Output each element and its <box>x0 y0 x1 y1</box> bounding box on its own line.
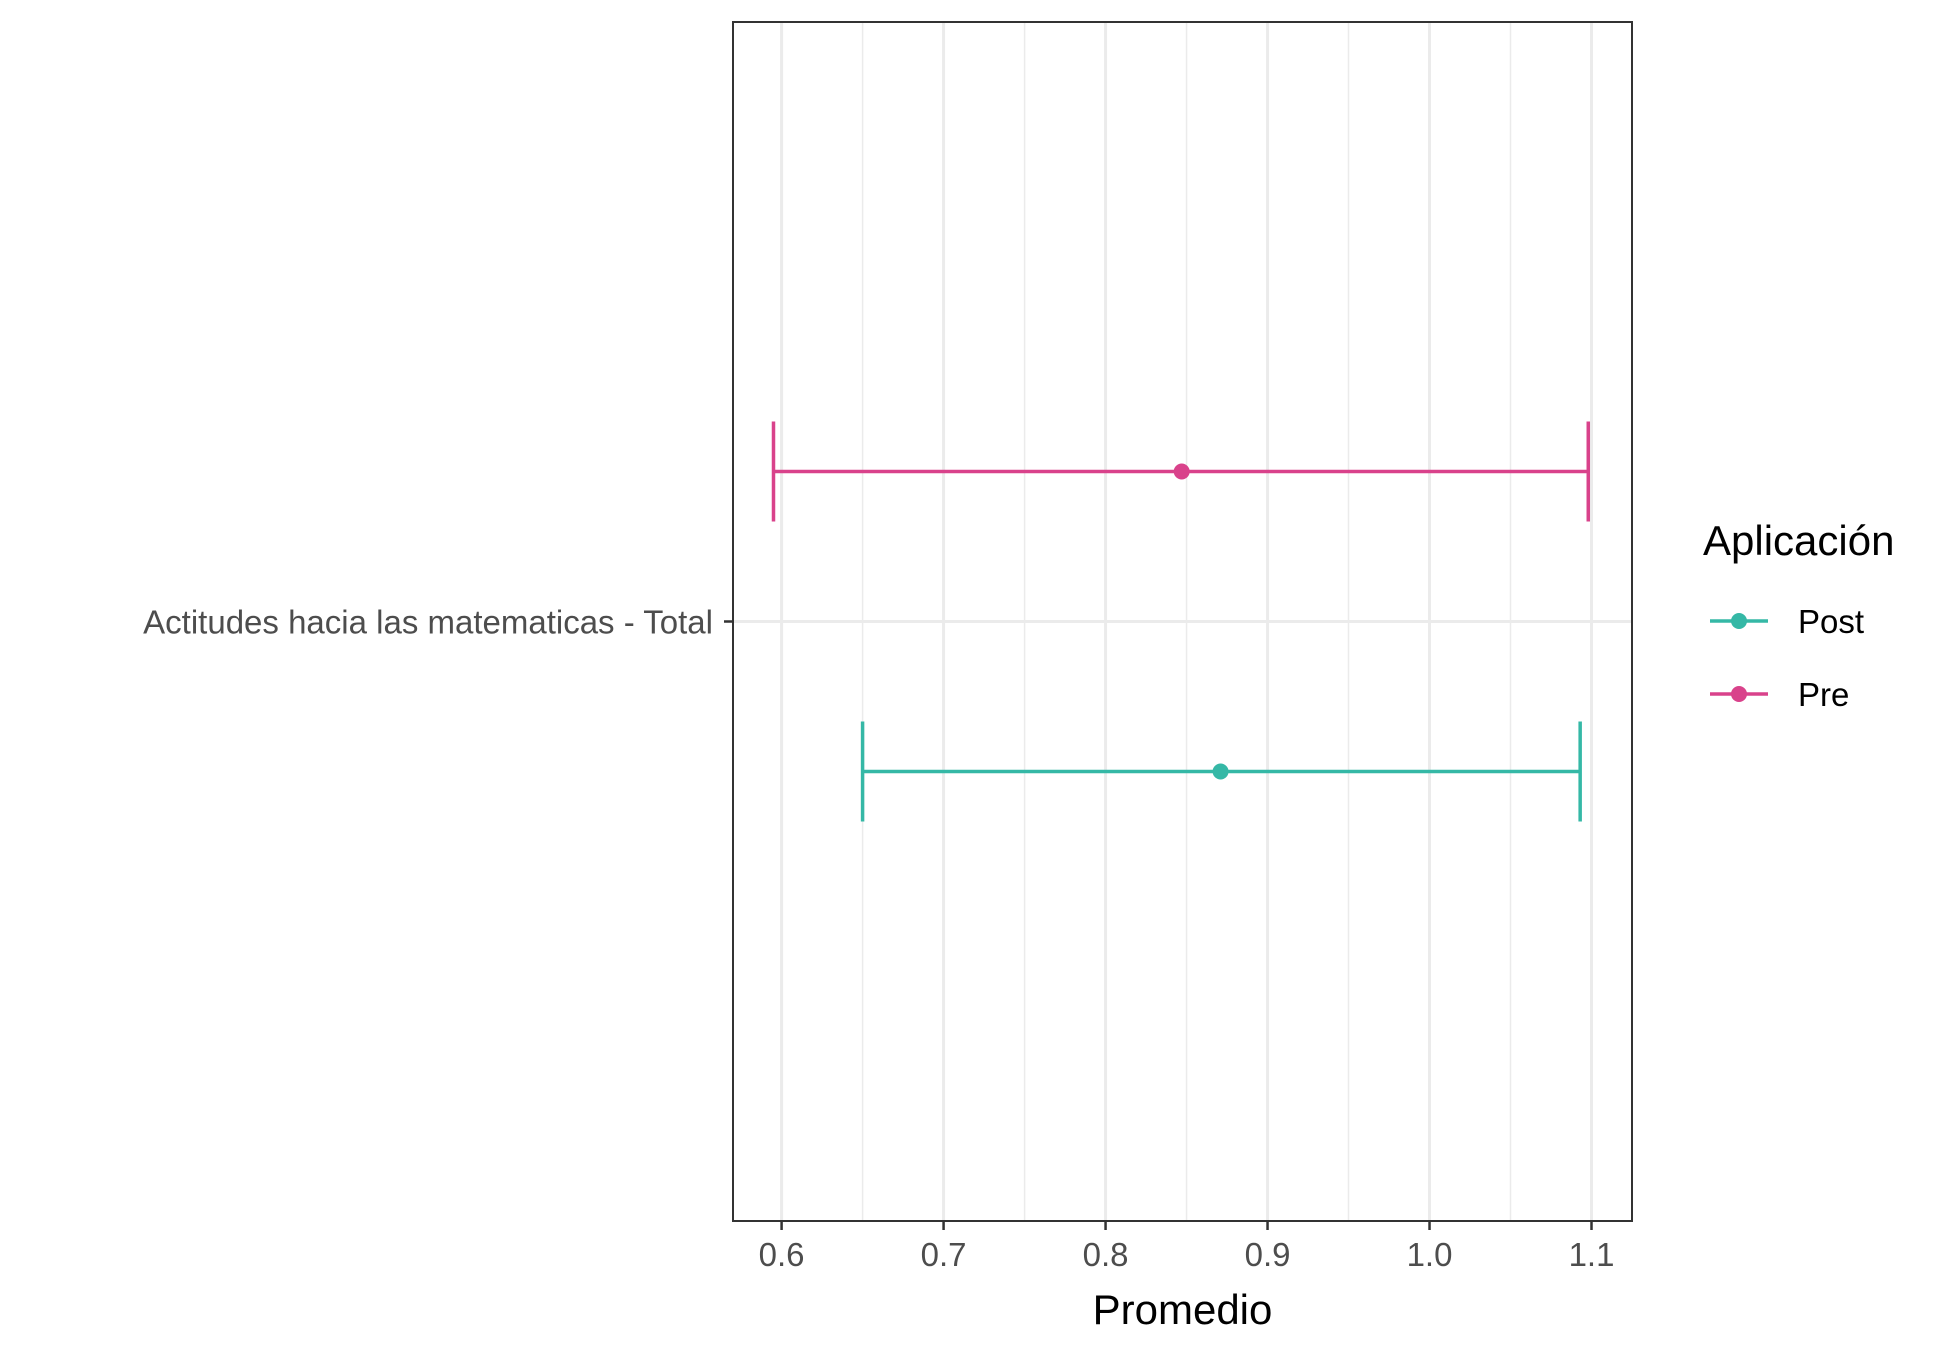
legend-item-pre: Pre <box>1710 676 1849 713</box>
x-tick-label: 0.6 <box>759 1236 805 1273</box>
error-bar-post <box>860 721 1582 822</box>
error-bar-pre <box>771 421 1591 522</box>
x-tick-label: 1.0 <box>1407 1236 1453 1273</box>
mean-point <box>1212 763 1229 780</box>
mean-point <box>1173 463 1190 480</box>
legend-label: Pre <box>1798 676 1849 713</box>
grid-major-lines <box>733 22 1632 1221</box>
legend-item-post: Post <box>1710 603 1864 640</box>
legend-key-point <box>1731 613 1747 629</box>
x-tick-label: 0.8 <box>1083 1236 1129 1273</box>
legend-label: Post <box>1798 603 1864 640</box>
x-tick-label: 0.9 <box>1245 1236 1291 1273</box>
error-bars <box>771 421 1591 822</box>
x-tick-label: 1.1 <box>1569 1236 1615 1273</box>
legend: Aplicación Post Pre <box>1703 517 1894 713</box>
x-axis: 0.6 0.7 0.8 0.9 1.0 1.1 <box>759 1221 1615 1273</box>
y-axis: Actitudes hacia las matematicas - Total <box>143 604 733 641</box>
legend-key-point <box>1731 686 1747 702</box>
y-tick-label: Actitudes hacia las matematicas - Total <box>143 604 713 641</box>
x-tick-label: 0.7 <box>921 1236 967 1273</box>
legend-title: Aplicación <box>1703 517 1894 564</box>
x-axis-title: Promedio <box>1093 1286 1273 1333</box>
